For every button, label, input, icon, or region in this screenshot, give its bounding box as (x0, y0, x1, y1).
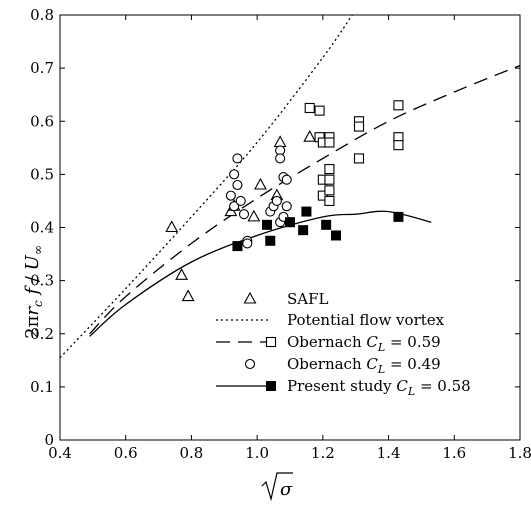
data-point-square-open (324, 137, 335, 148)
y-tick-label: 0.5 (30, 165, 54, 183)
data-point-triangle (175, 268, 189, 280)
series-line-5 (89, 210, 432, 337)
x-tick-label: 1.0 (245, 444, 269, 462)
legend-marker-swatch (266, 381, 276, 391)
data-point-circle-open (281, 174, 292, 185)
y-tick-label: 0.2 (30, 325, 54, 343)
data-point-circle-open (275, 153, 286, 164)
legend: SAFL Potential flow vortex Obernach CL = 0… (216, 290, 471, 398)
data-point-square-open (353, 153, 365, 164)
data-point-square-open (353, 121, 365, 132)
data-point-square-filled (232, 241, 243, 252)
data-point-square-open (393, 140, 404, 151)
y-tick-label: 0.8 (30, 6, 54, 24)
x-axis-title-sigma: σ (280, 479, 293, 500)
legend-marker-swatch (244, 358, 256, 370)
data-point-square-filled (301, 206, 312, 217)
data-point-circle-open (225, 190, 236, 201)
data-point-square-open (317, 190, 328, 201)
legend-item: Potential flow vortex (216, 311, 445, 329)
legend-label: Present study CL = 0.58 (287, 377, 471, 398)
x-tick-label: 1.2 (311, 444, 335, 462)
legend-item: Obernach CL = 0.59 (216, 333, 441, 354)
x-axis-ticks: 0.4 0.6 0.8 1.0 1.2 1.4 1.6 1.8 (48, 15, 531, 462)
legend-label: SAFL (287, 290, 329, 308)
data-point-circle-open (271, 195, 282, 206)
data-point-square-open (324, 195, 335, 206)
x-tick-label: 1.4 (377, 444, 401, 462)
data-point-square-open (393, 100, 404, 111)
x-tick-label: 1.8 (508, 444, 531, 462)
data-point-square-open (304, 102, 315, 114)
legend-item: Obernach CL = 0.49 (244, 355, 441, 376)
data-point-circle-open (281, 201, 292, 212)
data-point-triangle (273, 135, 287, 148)
legend-marker-swatch (243, 291, 257, 304)
data-point-square-filled (298, 225, 309, 236)
series-points (165, 100, 404, 302)
legend-item: Present study CL = 0.58 (216, 377, 471, 398)
data-point-square-filled (285, 217, 295, 228)
data-point-circle-open (232, 179, 243, 191)
y-axis-ticks: 0 0.1 0.2 0.3 0.4 0.5 0.6 0.7 0.8 (30, 6, 520, 449)
data-point-circle-open (232, 153, 243, 164)
x-tick-label: 1.6 (442, 444, 466, 462)
x-tick-label: 0.6 (114, 444, 138, 462)
data-point-circle-open (235, 195, 246, 206)
data-point-triangle (181, 289, 195, 302)
data-point-triangle (165, 220, 179, 233)
data-point-triangle (253, 177, 267, 190)
x-tick-label: 0.4 (48, 444, 72, 462)
data-point-square-filled (321, 219, 332, 230)
data-point-triangle (247, 209, 261, 222)
data-point-circle-open (229, 201, 240, 212)
data-point-square-open (324, 164, 335, 175)
data-point-square-filled (393, 211, 404, 222)
data-point-square-filled (331, 230, 341, 241)
y-tick-label: 0.3 (30, 272, 54, 290)
data-point-triangle (303, 130, 317, 142)
data-point-square-open (324, 185, 335, 196)
data-point-square-open (314, 105, 325, 116)
data-point-square-filled (262, 219, 272, 230)
x-tick-label: 0.8 (179, 444, 203, 462)
y-tick-label: 0 (44, 431, 54, 449)
legend-label: Obernach CL = 0.59 (287, 333, 441, 354)
data-point-circle-open (238, 209, 250, 220)
data-point-circle-open (242, 238, 253, 249)
data-point-circle-open (229, 169, 240, 180)
y-tick-label: 0.1 (30, 378, 54, 396)
y-tick-label: 0.6 (30, 112, 54, 130)
y-tick-label: 0.7 (30, 59, 54, 77)
legend-item: SAFL (243, 290, 329, 308)
y-axis-title: 2πrc f / U∞ (22, 245, 45, 339)
y-tick-label: 0.4 (30, 219, 54, 237)
x-axis-title: σ (261, 472, 293, 502)
data-point-square-open (324, 174, 335, 185)
data-point-square-filled (265, 235, 276, 246)
series-line-1 (60, 15, 353, 359)
legend-label: Obernach CL = 0.49 (287, 355, 441, 376)
legend-marker-swatch (265, 336, 277, 348)
legend-label: Potential flow vortex (287, 311, 445, 329)
